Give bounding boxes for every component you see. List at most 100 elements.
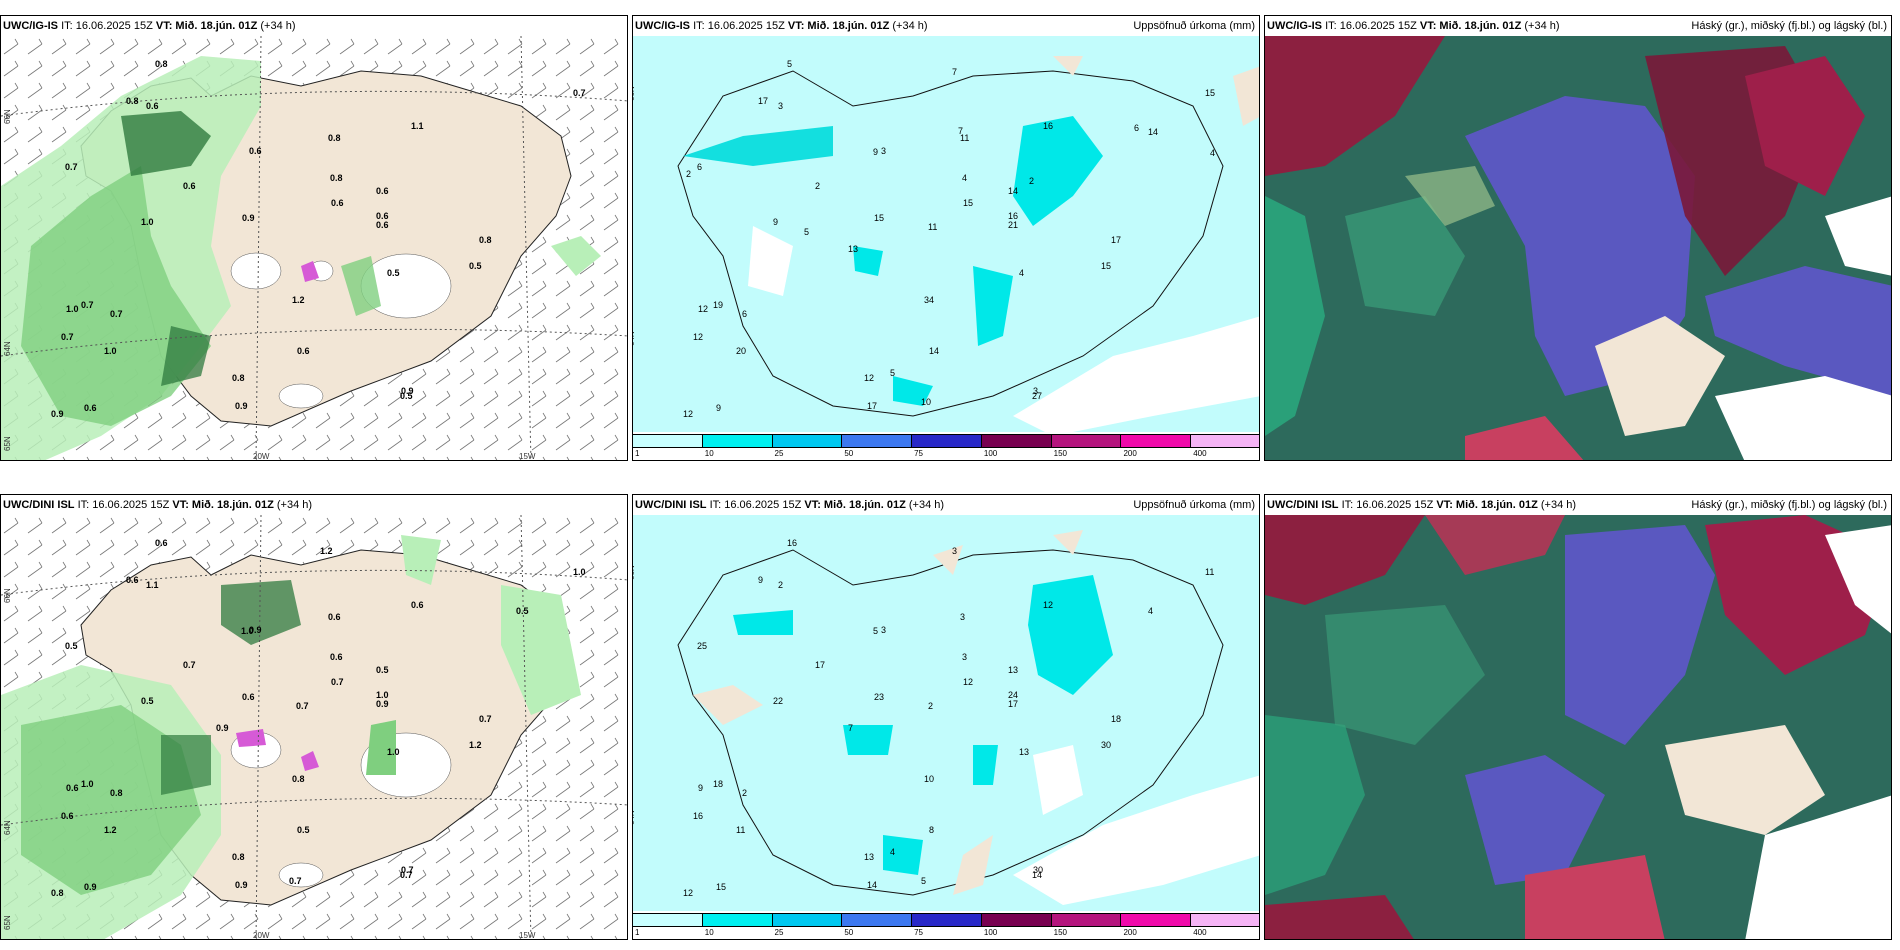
value-label: 7 [848, 723, 854, 733]
colorbar-tick: 75 [914, 449, 924, 458]
panel-header: UWC/DINI ISL IT: 16.06.2025 15Z VT: Mið.… [1265, 495, 1891, 515]
value-label: 30 [1101, 740, 1112, 750]
value-label: 9 [873, 147, 879, 157]
lat-label-64: 64N [632, 331, 636, 346]
panel-accum-precip-igis: UWC/IG-IS IT: 16.06.2025 15Z VT: Mið. 18… [632, 15, 1260, 461]
value-label: 0.8 [232, 852, 245, 862]
panel-clouds-dini: UWC/DINI ISL IT: 16.06.2025 15Z VT: Mið.… [1264, 494, 1892, 940]
value-label: 1.2 [292, 295, 305, 305]
value-label: 11 [928, 222, 938, 232]
panel-header: UWC/IG-IS IT: 16.06.2025 15Z VT: Mið. 18… [1, 16, 627, 36]
colorbar-swatch [981, 434, 1052, 448]
value-label: 17 [1008, 699, 1019, 709]
cloud-cover-map [1265, 515, 1891, 939]
value-label: 0.7 [331, 677, 344, 687]
field-title: Háský (gr.), miðský (fj.bl.) og lágský (… [1691, 20, 1887, 32]
value-label: 15 [874, 213, 885, 223]
value-label: 0.7 [61, 332, 74, 342]
lead-time: (+34 h) [908, 499, 945, 511]
value-label: 7 [952, 67, 958, 77]
panel-wind-precip-dini: UWC/DINI ISL IT: 16.06.2025 15Z VT: Mið.… [0, 494, 628, 940]
value-label: 2 [686, 169, 692, 179]
value-label: 6 [742, 309, 748, 319]
model-name: UWC/DINI ISL [635, 499, 707, 511]
value-label: 0.7 [183, 660, 196, 670]
colorbar-tick: 10 [704, 449, 714, 458]
colorbar-swatch [772, 913, 843, 927]
colorbar-tick: 100 [983, 928, 998, 937]
colorbar-swatch [1121, 434, 1192, 448]
lead-time: (+34 h) [892, 20, 928, 32]
value-label: 0.7 [289, 876, 302, 886]
colorbar-swatch [1051, 913, 1122, 927]
value-label: 9 [773, 217, 779, 227]
value-label: 16 [1043, 121, 1054, 131]
model-name: UWC/IG-IS [1267, 20, 1322, 32]
precip-wind-map [1, 35, 627, 460]
field-title: Háský (gr.), miðský (fj.bl.) og lágský (… [1691, 499, 1887, 511]
value-label: 0.8 [479, 235, 492, 245]
value-label: 19 [713, 300, 724, 310]
value-label: 0.9 [242, 213, 255, 223]
model-name: UWC/IG-IS [3, 20, 58, 32]
value-label: 30 [1033, 865, 1044, 875]
value-label: 12 [698, 304, 709, 314]
value-label: 18 [713, 779, 724, 789]
valid-time: VT: Mið. 18.jún. 01Z [155, 20, 258, 32]
value-label: 5 [787, 59, 793, 69]
init-time: IT: 16.06.2025 15Z [1341, 499, 1434, 511]
value-label: 0.7 [400, 870, 413, 880]
init-time: IT: 16.06.2025 15Z [61, 20, 153, 32]
value-label: 0.6 [126, 575, 139, 585]
value-label: 14 [1008, 186, 1019, 196]
value-label: 0.6 [249, 146, 262, 156]
value-label: 1.1 [411, 121, 424, 131]
value-label: 17 [867, 401, 878, 411]
colorbar-swatch [702, 434, 773, 448]
value-label: 1.0 [387, 747, 400, 757]
value-label: 0.7 [65, 162, 78, 172]
value-label: 15 [1101, 261, 1112, 271]
init-time: IT: 16.06.2025 15Z [693, 20, 785, 32]
value-label: 3 [881, 146, 887, 156]
value-label: 25 [697, 641, 708, 651]
init-time: IT: 16.06.2025 15Z [1325, 20, 1417, 32]
value-label: 0.8 [292, 774, 305, 784]
lat-label-65: 65N [3, 915, 12, 930]
colorbar-swatch [842, 913, 913, 927]
value-label: 0.6 [61, 811, 74, 821]
value-label: 0.9 [401, 386, 414, 396]
colorbar-swatch [1051, 434, 1122, 448]
value-label: 0.8 [328, 133, 341, 143]
value-label: 0.5 [297, 825, 310, 835]
value-label: 0.5 [141, 696, 154, 706]
model-name: UWC/IG-IS [635, 20, 690, 32]
value-label: 0.7 [573, 88, 586, 98]
value-label: 5 [873, 626, 879, 636]
value-label: 7 [958, 126, 964, 136]
value-label: 0.8 [126, 96, 139, 106]
lead-time: (+34 h) [260, 20, 296, 32]
init-time: IT: 16.06.2025 15Z [77, 499, 170, 511]
colorbar: 1 10 25 50 75 100 150 200 400 [633, 432, 1259, 460]
value-label: 0.5 [516, 606, 529, 616]
colorbar-swatch [912, 913, 982, 927]
lon-label-20w: 20W [253, 931, 270, 940]
value-label: 0.9 [84, 882, 97, 892]
colorbar-swatch [772, 434, 843, 448]
value-label: 24 [1008, 690, 1019, 700]
value-label: 3 [1033, 386, 1039, 396]
value-label: 14 [929, 346, 940, 356]
colorbar-tick: 25 [774, 928, 784, 937]
value-label: 21 [1008, 220, 1019, 230]
value-label: 0.6 [146, 101, 159, 111]
lead-time: (+34 h) [1524, 20, 1560, 32]
value-label: 0.7 [110, 309, 123, 319]
value-label: 0.9 [235, 880, 248, 890]
value-label: 1.0 [573, 567, 586, 577]
valid-time: VT: Mið. 18.jún. 01Z [1436, 499, 1538, 511]
lat-label-66: 66N [3, 109, 12, 124]
value-label: 0.5 [400, 391, 413, 401]
value-label: 3 [778, 101, 784, 111]
value-label: 2 [1029, 176, 1035, 186]
